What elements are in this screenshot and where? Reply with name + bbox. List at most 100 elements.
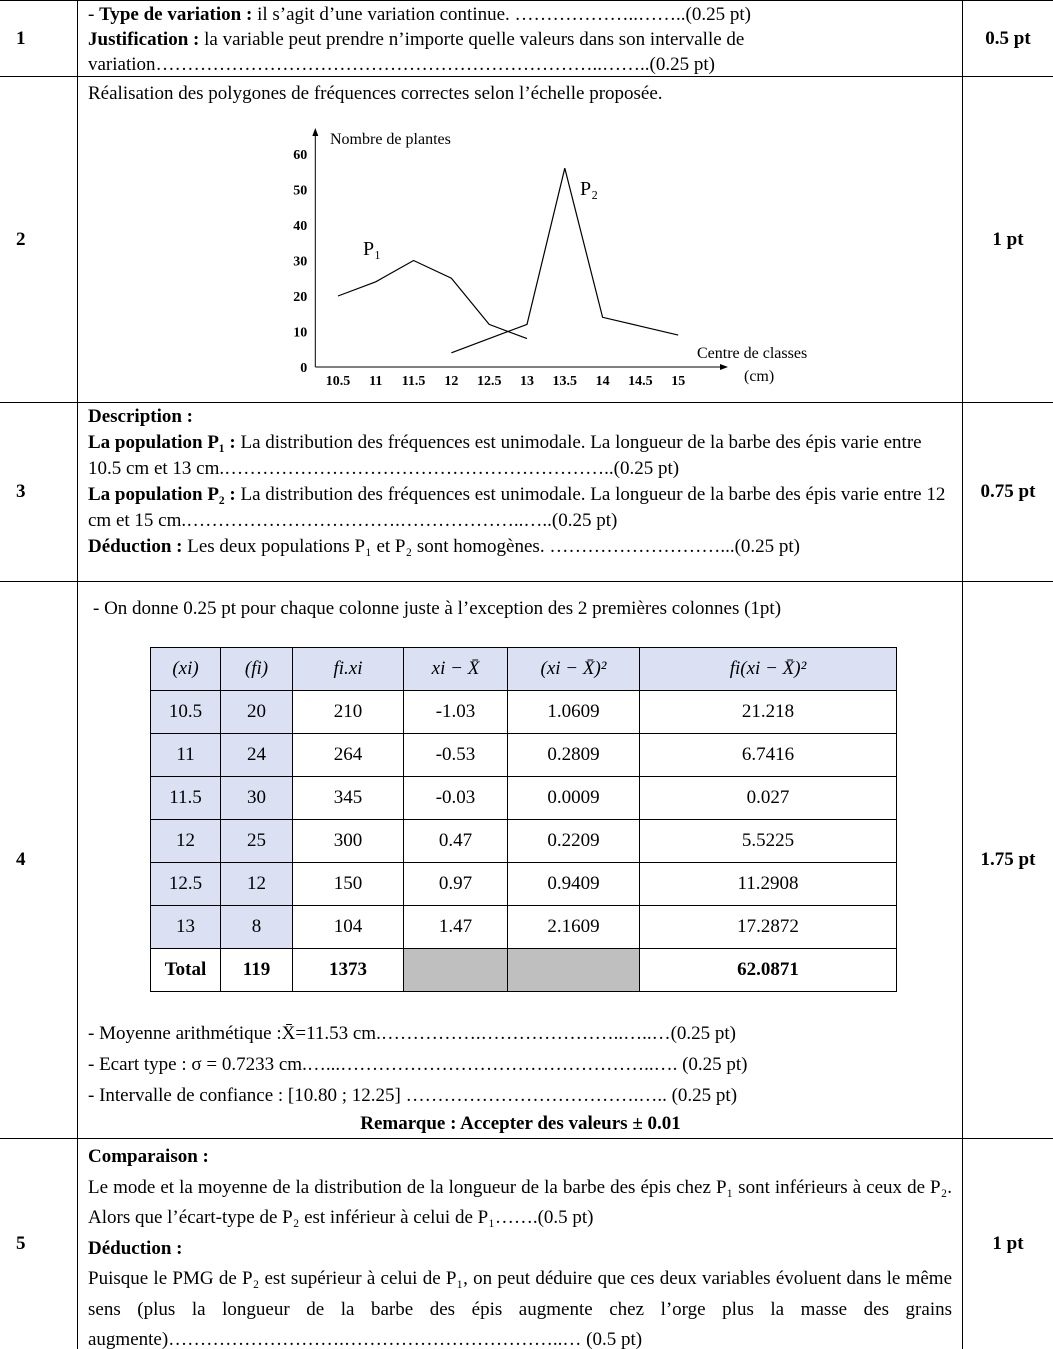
table-cell: 0.2809 [507,733,640,777]
text: La distribution des fréquences est unimo… [88,432,922,479]
header-cell: fi.xi [292,647,404,691]
bold-text: Justification : [88,29,200,50]
table-cell: 2.1609 [507,905,640,949]
content-cell: - Type de variation : il s’agit d’une va… [78,1,963,76]
table-cell: 0.027 [639,776,897,820]
text: Puisque le PMG de P₂ est supérieur à cel… [88,1268,952,1349]
bold-text: Description : [88,406,194,427]
x-axis-label: (cm) [744,368,774,385]
paragraph: Justification : la variable peut prendre… [88,27,952,77]
paragraph: Description : [88,404,952,430]
total-row: Total 119 1373 62.0871 [150,948,897,992]
header-cell: (fi) [220,647,293,691]
bold-text: Déduction : [88,536,183,557]
series-label: P₁ [363,238,381,260]
table-cell: -1.03 [403,690,508,734]
x-tick-label: 12 [444,374,458,389]
x-tick-label: 11.5 [402,374,426,389]
y-tick-label: 40 [293,219,307,234]
empty-cell [507,948,640,992]
text: Réalisation des polygones de fréquences … [88,83,663,104]
row-number: 2 [0,77,78,402]
series-line [337,259,528,340]
table-cell: 150 [292,862,404,906]
intro: - On donne 0.25 pt pour chaque colonne j… [93,598,782,619]
paragraph: Réalisation des polygones de fréquences … [88,81,952,107]
paragraph: La population P₁ : La distribution des f… [88,430,952,482]
paragraph: Comparaison : [88,1142,952,1173]
table-cell: 5.5225 [639,819,897,863]
total-cell: Total [150,948,221,992]
table-cell: 264 [292,733,404,777]
y-tick-label: 0 [300,361,307,376]
table-cell: 24 [220,733,293,777]
row: 2 Réalisation des polygones de fréquences… [0,76,1053,402]
x-tick-label: 13.5 [553,374,578,389]
x-tick-label: 14 [596,374,610,389]
x-tick-label: 13 [520,374,534,389]
table-cell: 12 [220,862,293,906]
result-line: - Intervalle de confiance : [10.80 ; 12.… [88,1085,738,1106]
table-cell: 0.97 [403,862,508,906]
x-tick-label: 12.5 [477,374,502,389]
text: La distribution des fréquences est unimo… [88,484,946,531]
remark: Remarque : Accepter des valeurs ± 0.01 [360,1113,681,1134]
arrow [312,128,319,136]
table-cell: 11.5 [150,776,221,820]
table-row: 11.5 30 345 -0.03 0.0009 0.027 [150,776,897,820]
table-cell: 10.5 [150,690,221,734]
paragraph: - Type de variation : il s’agit d’une va… [88,2,952,27]
series-label: P₂ [580,178,598,200]
row-number: 3 [0,403,78,581]
table-cell: 30 [220,776,293,820]
paragraph: Puisque le PMG de P₂ est supérieur à cel… [88,1264,952,1349]
table-row: 13 8 104 1.47 2.1609 17.2872 [150,905,897,949]
table-cell: 345 [292,776,404,820]
y-axis-label: Nombre de plantes [330,131,451,148]
table-row: 10.5 20 210 -1.03 1.0609 21.218 [150,690,897,734]
text-block: Comparaison : Le mode et la moyenne de la… [88,1139,952,1349]
row-number: 4 [0,582,78,1138]
results: - Moyenne arithmétique :X̄=11.53 cm.…………… [88,1018,748,1111]
row: 4 - On donne 0.25 pt pour chaque colonne … [0,581,1053,1138]
points: 1 pt [992,1233,1024,1254]
x-axis-label: Centre de classes [697,345,807,362]
table-cell: 20 [220,690,293,734]
table-row: 12.5 12 150 0.97 0.9409 11.2908 [150,862,897,906]
empty-cell [403,948,508,992]
arrow [720,364,728,370]
result-line: - Moyenne arithmétique :X̄=11.53 cm.…………… [88,1023,737,1044]
bold-text: Déduction : [88,1237,183,1259]
table-cell: -0.53 [403,733,508,777]
paragraph: Le mode et la moyenne de la distribution… [88,1173,952,1234]
paragraph: Déduction : Les deux populations P₁ et P… [88,534,952,560]
total-cell: 62.0871 [639,948,897,992]
row: 5 Comparaison : Le mode et la moyenne de l… [0,1138,1053,1349]
table-cell: 11 [150,733,221,777]
content-cell: Réalisation des polygones de fréquences … [78,77,963,402]
table-cell: 1.0609 [507,690,640,734]
text-block: Description : La population P₁ : La distr… [88,403,952,560]
x-tick-label: 10.5 [326,374,351,389]
points: 0.75 pt [980,481,1036,502]
table-cell: 0.9409 [507,862,640,906]
bold-text: Type de variation : [99,4,253,25]
row-number: 1 [0,1,78,76]
result-line: - Ecart type : σ = 0.7233 cm.…...…………………… [88,1054,748,1075]
data-table: (xi) (fi) fi.xi xi − X̄ (xi − X̄)² fi(xi − X̄… [150,647,897,992]
row: 3 Description : La population P₁ : La dist… [0,402,1053,581]
row-number: 5 [0,1139,78,1349]
table-cell: 8 [220,905,293,949]
content-cell: Description : La population P₁ : La distr… [78,403,963,581]
y-tick-label: 50 [293,184,307,199]
bold-text: La population P₂ : [88,484,236,505]
table-cell: 12.5 [150,862,221,906]
table-cell: 13 [150,905,221,949]
bold-text: La population P₁ : [88,432,236,453]
text: - [88,4,100,25]
table-cell: 0.0009 [507,776,640,820]
table-cell: 6.7416 [639,733,897,777]
table-cell: 17.2872 [639,905,897,949]
text: Le mode et la moyenne de la distribution… [88,1176,952,1229]
